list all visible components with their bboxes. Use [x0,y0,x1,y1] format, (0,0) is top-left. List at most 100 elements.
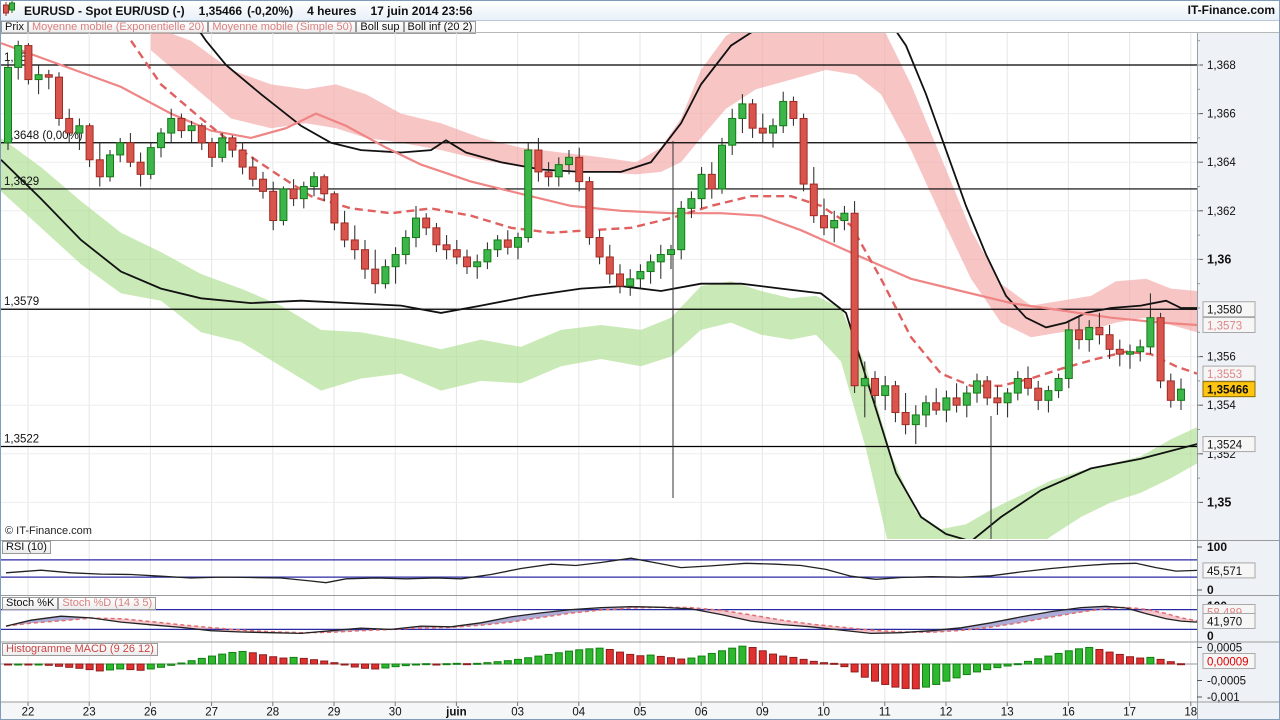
time-axis-label[interactable]: 27 [205,707,218,719]
candle-body [646,261,655,273]
macd-bar [799,658,808,665]
tab-mm-exponentielle-20[interactable]: Moyenne mobile (Exponentielle 20) [27,21,209,34]
candle-body [146,147,155,175]
candle-body [1156,317,1165,382]
instrument-title: EURUSD - Spot EUR/USD (-) [24,3,185,18]
macd-bar [809,660,818,665]
tab-prix[interactable]: Prix [1,21,28,34]
time-axis-label[interactable]: 06 [695,707,708,719]
candle-body [381,266,390,285]
price-axis-label[interactable]: 1,364 [1207,157,1236,169]
price-axis-label[interactable]: 1,366 [1207,109,1236,121]
price-axis-label[interactable]: 1,362 [1207,206,1236,218]
rsi-panel-tab: RSI (10) [2,541,51,554]
price-box-13573: 1,3573 [1207,321,1242,333]
time-axis-label[interactable]: 10 [817,707,830,719]
rsi-axis-label: 100 [1207,540,1227,554]
time-axis-label[interactable]: 23 [83,707,96,719]
macd-bar [14,663,23,666]
price-axis-label[interactable]: 1,35 [1207,495,1231,509]
macd-bar [962,663,971,676]
stoch-axis-label: 0 [1207,629,1214,643]
price-box-135466-box [1202,381,1256,398]
candle-body [493,239,502,251]
macd-bar [116,663,125,670]
candle-body [412,217,420,239]
time-axis-strip[interactable] [1,702,1197,720]
time-axis-label[interactable]: 28 [266,707,279,719]
macd-value: 0,00009 [1207,657,1249,669]
candle-body [616,273,624,287]
brand-logo[interactable]: IT-Finance.com [1187,3,1275,17]
time-axis-label[interactable]: 17 [1123,707,1136,719]
candle-body [911,414,920,426]
candle-body [769,125,777,134]
macd-bar [911,663,920,690]
indicator-band [1,137,1197,539]
candle-body [1013,377,1022,394]
time-axis-label[interactable]: juin [445,707,466,719]
macd-bar [422,663,431,666]
rsi-axis-label: 0 [1207,583,1214,597]
candle-body [452,249,461,258]
time-axis-label[interactable]: 30 [389,707,402,719]
candle-body [779,100,788,127]
time-axis-label[interactable]: 05 [634,707,647,719]
macd-bar [667,657,675,665]
bollinger-lower-line [1,159,1197,539]
macd-bar [738,645,747,665]
macd-bar [697,655,706,665]
candle-body [157,132,165,149]
time-axis-label[interactable]: 26 [144,707,157,719]
tab-boll-sup[interactable]: Boll sup [356,21,404,34]
macd-bar [993,663,1002,669]
macd-bar [136,663,145,671]
time-axis-label[interactable]: 13 [1001,707,1014,719]
price-axis-label[interactable]: 1,356 [1207,352,1236,364]
tab-rsi[interactable]: RSI (10) [2,541,51,554]
stoch-kd-fill [1146,609,1166,619]
macd-bar [381,663,390,669]
timeframe-label[interactable]: 4 heures [307,3,357,18]
candle-body [473,261,482,268]
macd-bar [565,650,573,665]
tab-boll-inf[interactable]: Boll inf (20 2) [403,21,477,34]
time-axis-label[interactable]: 11 [879,707,891,719]
time-axis-label[interactable]: 16 [1062,707,1075,719]
macd-bar [126,663,135,671]
tab-stoch-d[interactable]: Stoch %D (14 3 5) [58,597,157,610]
price-axis-label[interactable]: 1,354 [1207,400,1236,412]
macd-bar [85,663,94,671]
time-axis-label[interactable]: 29 [328,707,341,719]
time-axis-label[interactable]: 09 [756,707,769,719]
tab-macd[interactable]: Histogramme MACD (9 26 12) [2,643,158,656]
stoch-d-line [5,606,1198,634]
candle-body [1146,317,1155,348]
candle-body [1064,329,1073,379]
price-box-13524-box [1202,436,1256,453]
tab-mm-simple-50[interactable]: Moyenne mobile (Simple 50) [208,21,357,34]
tab-stoch-k[interactable]: Stoch %K [2,597,59,610]
time-axis-label[interactable]: 12 [940,707,953,719]
candle-body [238,149,247,168]
price-axis-label[interactable]: 1,36 [1207,252,1231,266]
candle-body [55,76,63,119]
time-axis-label[interactable]: 18 [1184,707,1197,719]
macd-bar [1064,650,1073,665]
time-axis-label[interactable]: 22 [22,707,35,719]
candle-body [208,142,216,158]
price-axis-label[interactable]: 1,368 [1207,60,1236,72]
macd-bar [840,663,849,668]
stoch-kd-fill [541,609,571,618]
time-axis-label[interactable]: 03 [511,707,524,719]
candle-body [871,377,879,396]
macd-bar [1013,663,1022,666]
time-axis-label[interactable]: 04 [572,707,585,719]
candle-body [626,278,635,287]
stoch-k-line [5,605,1198,635]
candle-body [758,127,767,134]
candle-body [820,215,828,229]
datetime-label: 17 juin 2014 23:56 [370,3,473,18]
